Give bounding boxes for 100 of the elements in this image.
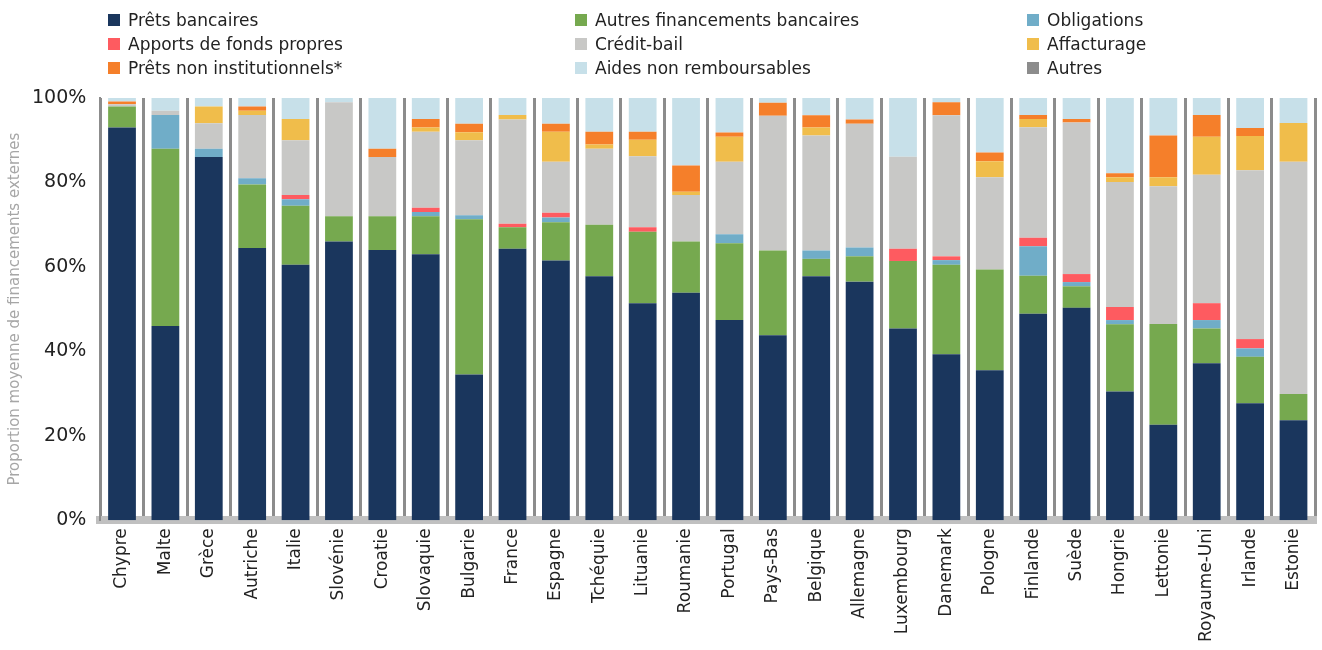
x-tick-label: Suède [1064, 528, 1085, 582]
bar [1106, 320, 1134, 325]
bar [932, 264, 961, 355]
bar [542, 131, 570, 162]
x-tick-label: Allemagne [848, 528, 869, 619]
bar [411, 207, 440, 212]
bar [1192, 363, 1221, 521]
bar [1019, 313, 1048, 521]
bar [194, 123, 223, 149]
bar [1062, 307, 1091, 521]
bar [975, 152, 1004, 162]
x-tick-label: Royaume-Uni [1195, 528, 1216, 642]
x-tick-label: Danemark [934, 528, 955, 617]
legend-label: Obligations [1047, 10, 1144, 30]
x-tick-label: Estonie [1281, 528, 1302, 591]
bar [715, 243, 744, 321]
bar [1192, 98, 1221, 115]
bar [1236, 127, 1264, 136]
bar [845, 119, 874, 124]
bar [585, 131, 614, 145]
bar [1279, 98, 1308, 123]
bar [542, 222, 570, 261]
bar [932, 354, 961, 521]
x-tick-label: Belgique [804, 528, 825, 603]
y-tick-label: 80% [44, 169, 87, 192]
x-tick-label: Pays-Bas [761, 528, 782, 604]
bar [542, 260, 570, 521]
bar [802, 276, 831, 521]
bar [194, 148, 223, 158]
bar [758, 250, 787, 336]
x-tick-label: Lettonie [1151, 528, 1172, 598]
bar [1236, 136, 1264, 171]
bar [889, 248, 917, 261]
bar [325, 98, 353, 103]
bar [628, 303, 657, 521]
bar [1236, 170, 1264, 340]
bar [368, 148, 397, 158]
bar [1149, 177, 1178, 187]
bar [151, 325, 180, 521]
bar [151, 148, 180, 326]
bar [628, 156, 657, 228]
bar [1279, 393, 1308, 421]
bar [1062, 286, 1091, 308]
bar [802, 127, 831, 136]
bar [845, 256, 874, 282]
bar [1106, 306, 1134, 321]
bar [542, 123, 570, 132]
bar [151, 98, 180, 111]
bar [411, 216, 440, 255]
legend-label: Apports de fonds propres [128, 34, 343, 54]
bar [845, 247, 874, 257]
y-tick-label: 20% [44, 422, 87, 445]
bar [1236, 98, 1264, 128]
bar [411, 212, 440, 217]
bar [368, 249, 397, 521]
legend-label: Aides non remboursables [595, 58, 811, 78]
bar [1062, 122, 1091, 275]
x-tick-label: Portugal [717, 528, 738, 599]
bar [932, 256, 961, 261]
bar [325, 102, 353, 217]
bar [715, 320, 744, 521]
bar [411, 254, 440, 521]
bar [889, 328, 917, 521]
bar [628, 139, 657, 157]
bar [889, 156, 917, 249]
bar [802, 258, 831, 277]
bar [411, 131, 440, 208]
legend-label: Autres financements bancaires [595, 10, 860, 30]
bar [802, 250, 831, 259]
bar [758, 115, 787, 251]
x-tick-label: Finlande [1021, 528, 1042, 600]
bar [1106, 177, 1134, 183]
bar [281, 205, 310, 265]
bar [932, 260, 961, 265]
bar [758, 98, 787, 103]
bar [368, 216, 397, 250]
bar [628, 131, 657, 140]
bar [715, 98, 744, 133]
bar [672, 195, 700, 242]
bar [1062, 274, 1091, 283]
bar [238, 106, 267, 111]
x-tick-label: Hongrie [1108, 528, 1129, 596]
bar [1279, 420, 1308, 521]
bar [281, 98, 310, 120]
bar [194, 106, 223, 124]
bar [802, 135, 831, 251]
bar [1019, 275, 1048, 314]
x-tick-label: Chypre [110, 528, 131, 589]
x-tick-label: France [500, 528, 521, 585]
x-tick-label: Malte [153, 528, 174, 576]
x-tick-label: Tchéquie [587, 528, 608, 605]
bar [281, 140, 310, 196]
bar [1106, 98, 1134, 174]
bar [715, 132, 744, 137]
bar [672, 241, 700, 293]
bar [238, 178, 267, 185]
bar [455, 132, 483, 141]
bar [281, 264, 310, 521]
bar [932, 102, 961, 116]
bar [585, 276, 614, 521]
